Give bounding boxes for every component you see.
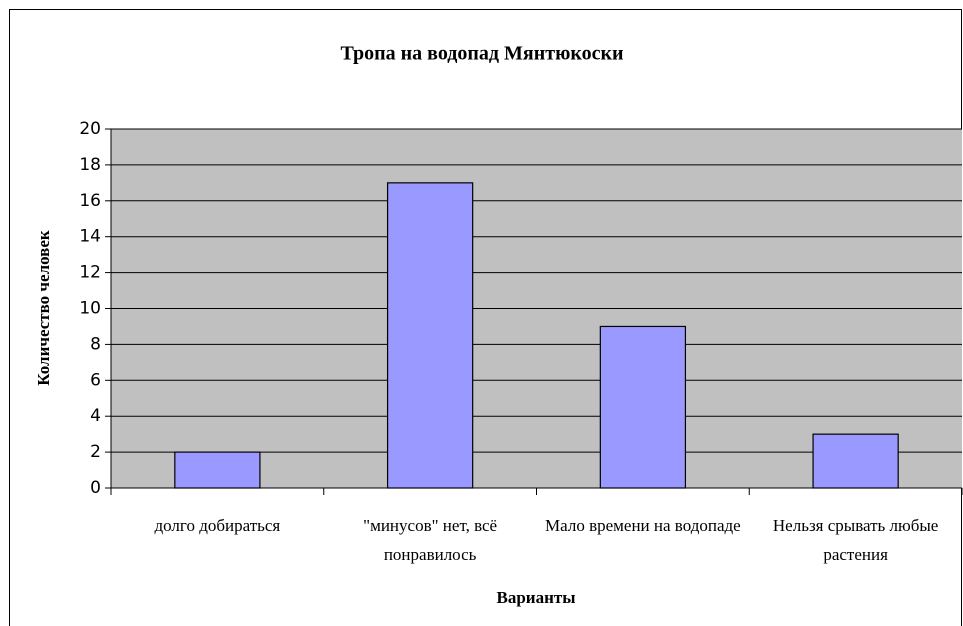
y-tick-label: 18 <box>79 155 101 175</box>
y-tick-label: 2 <box>90 442 101 462</box>
x-tick-label: "минусов" нет, всё понравилось <box>363 516 498 564</box>
x-tick-label: Мало времени на водопаде <box>545 516 741 535</box>
y-tick-label: 8 <box>90 334 101 354</box>
y-tick-label: 16 <box>79 191 101 211</box>
x-tick-label: долго добираться <box>154 516 281 535</box>
y-tick-label: 12 <box>79 263 101 283</box>
bar <box>812 433 899 489</box>
x-tick-label: Нельзя срывать любые растения <box>772 516 939 564</box>
y-axis-title: Количество человек <box>34 230 53 386</box>
y-tick-label: 20 <box>79 119 101 139</box>
y-tick-label: 6 <box>90 370 101 390</box>
y-tick-label: 14 <box>79 227 101 247</box>
x-axis-title: Варианты <box>496 588 575 607</box>
y-tick-label: 10 <box>79 299 101 319</box>
bar <box>386 182 474 489</box>
bar <box>174 451 261 489</box>
bar <box>599 325 687 489</box>
y-tick-label: 4 <box>90 406 101 426</box>
y-tick-label: 0 <box>90 478 101 498</box>
chart-title: Тропа на водопад Мянтюкоски <box>340 43 623 65</box>
